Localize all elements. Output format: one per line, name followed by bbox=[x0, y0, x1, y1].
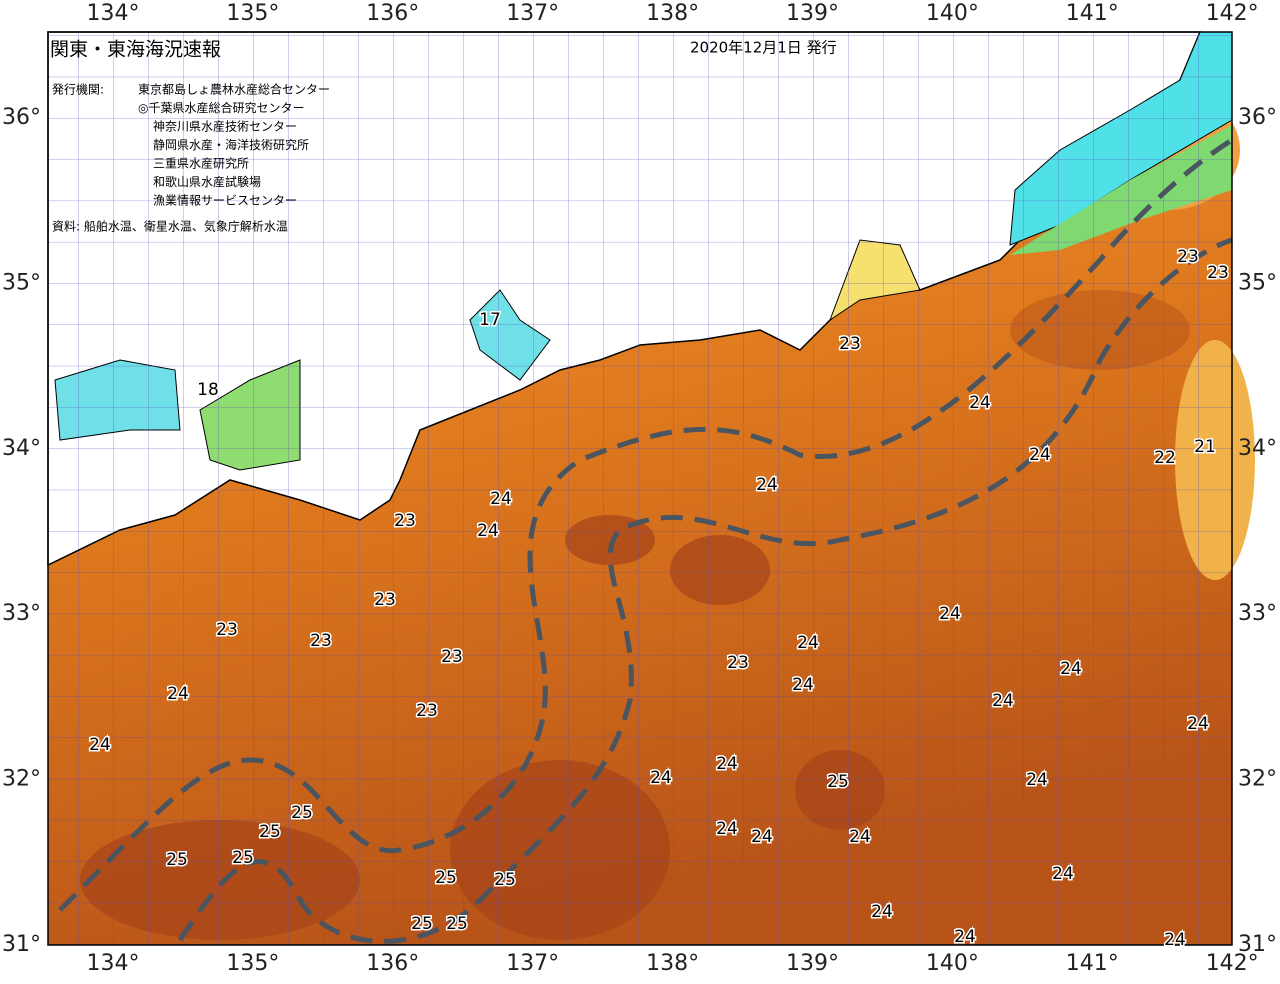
frame bbox=[47, 31, 1233, 946]
temperature-label: 24 bbox=[716, 819, 738, 839]
temperature-label: 24 bbox=[650, 768, 672, 788]
issuer-name: 和歌山県水産試験場 bbox=[153, 174, 261, 189]
longitude-label: 139° bbox=[786, 951, 839, 976]
longitude-label: 136° bbox=[366, 951, 419, 976]
longitude-label: 134° bbox=[87, 951, 140, 976]
temperature-label: 23 bbox=[1207, 263, 1229, 283]
longitude-label: 136° bbox=[366, 1, 419, 26]
temperature-label: 23 bbox=[374, 590, 396, 610]
temperature-label: 24 bbox=[1187, 714, 1209, 734]
temperature-label: 24 bbox=[716, 754, 738, 774]
latitude-label: 33° bbox=[2, 601, 41, 626]
temperature-label: 23 bbox=[441, 647, 463, 667]
longitude-label: 142° bbox=[1206, 951, 1259, 976]
longitude-label: 140° bbox=[926, 951, 979, 976]
temperature-label: 22 bbox=[1154, 448, 1176, 468]
longitude-label: 137° bbox=[506, 1, 559, 26]
longitude-label: 140° bbox=[926, 1, 979, 26]
latitude-label: 32° bbox=[1238, 767, 1277, 792]
temperature-label: 25 bbox=[827, 772, 849, 792]
temperature-label: 24 bbox=[490, 489, 512, 509]
temperature-label: 23 bbox=[727, 653, 749, 673]
longitude-label: 135° bbox=[226, 951, 279, 976]
temperature-label: 23 bbox=[394, 511, 416, 531]
latitude-label: 35° bbox=[1238, 270, 1277, 295]
issuer-name: 静岡県水産・海洋技術研究所 bbox=[153, 137, 309, 152]
temperature-label: 24 bbox=[992, 691, 1014, 711]
temperature-label: 18 bbox=[197, 380, 219, 400]
latitude-label: 32° bbox=[2, 767, 41, 792]
issuer-label: 発行機関: bbox=[52, 82, 104, 97]
temperature-label: 24 bbox=[1060, 659, 1082, 679]
temperature-label: 24 bbox=[477, 521, 499, 541]
temperature-label: 24 bbox=[89, 735, 111, 755]
temperature-label: 24 bbox=[167, 684, 189, 704]
temperature-label: 23 bbox=[416, 701, 438, 721]
temperature-label: 23 bbox=[1177, 247, 1199, 267]
temperature-label: 24 bbox=[792, 675, 814, 695]
temperature-label: 23 bbox=[839, 334, 861, 354]
longitude-label: 138° bbox=[646, 1, 699, 26]
issuer-name: 漁業情報サービスセンター bbox=[153, 194, 297, 208]
latitude-label: 34° bbox=[2, 436, 41, 461]
longitude-label: 134° bbox=[87, 1, 140, 26]
issuer-name: 東京都島しょ農林水産総合センター bbox=[138, 82, 330, 97]
temperature-label: 17 bbox=[479, 310, 501, 330]
temperature-label: 25 bbox=[411, 914, 433, 934]
longitude-label: 137° bbox=[506, 951, 559, 976]
longitude-label: 141° bbox=[1066, 1, 1119, 26]
temperature-label: 25 bbox=[446, 914, 468, 934]
temperature-label: 24 bbox=[954, 927, 976, 947]
temperature-label: 25 bbox=[232, 848, 254, 868]
temperature-label: 24 bbox=[1052, 864, 1074, 884]
temperature-label: 25 bbox=[166, 850, 188, 870]
temperature-label: 23 bbox=[216, 620, 238, 640]
temperature-label: 25 bbox=[291, 803, 313, 823]
latitude-label: 36° bbox=[2, 105, 41, 130]
temperature-label: 24 bbox=[849, 827, 871, 847]
latitude-label: 36° bbox=[1238, 105, 1277, 130]
temperature-label: 24 bbox=[1026, 770, 1048, 790]
title: 関東・東海海況速報 bbox=[50, 39, 221, 61]
temperature-label: 24 bbox=[1029, 445, 1051, 465]
temperature-label: 24 bbox=[939, 604, 961, 624]
issue-date: 2020年12月1日 発行 bbox=[690, 39, 837, 57]
temperature-label: 25 bbox=[435, 868, 457, 888]
longitude-label: 141° bbox=[1066, 951, 1119, 976]
temperature-label: 24 bbox=[969, 393, 991, 413]
issuer-name: 三重県水産研究所 bbox=[153, 156, 249, 171]
latitude-label: 35° bbox=[2, 270, 41, 295]
latitude-label: 33° bbox=[1238, 601, 1277, 626]
latitude-label: 31° bbox=[1238, 932, 1277, 957]
temperature-label: 25 bbox=[259, 822, 281, 842]
latitude-label: 31° bbox=[2, 932, 41, 957]
grid bbox=[48, 32, 1232, 945]
source: 資料: 船舶水温、衛星水温、気象庁解析水温 bbox=[52, 219, 288, 234]
temperature-label: 24 bbox=[797, 633, 819, 653]
temperature-label: 21 bbox=[1194, 437, 1216, 457]
longitude-label: 142° bbox=[1206, 1, 1259, 26]
temperature-label: 24 bbox=[871, 902, 893, 922]
latitude-label: 34° bbox=[1238, 436, 1277, 461]
longitude-label: 138° bbox=[646, 951, 699, 976]
temperature-label: 23 bbox=[310, 631, 332, 651]
longitude-label: 139° bbox=[786, 1, 839, 26]
longitude-label: 135° bbox=[226, 1, 279, 26]
temperature-label: 24 bbox=[1164, 930, 1186, 950]
temperature-label: 25 bbox=[494, 870, 516, 890]
issuer-name: 神奈川県水産技術センター bbox=[153, 119, 297, 134]
temperature-label: 24 bbox=[756, 475, 778, 495]
current-axis bbox=[58, 137, 1234, 944]
issuer-name: ◎千葉県水産総合研究センター bbox=[138, 100, 304, 115]
temperature-label: 24 bbox=[751, 827, 773, 847]
